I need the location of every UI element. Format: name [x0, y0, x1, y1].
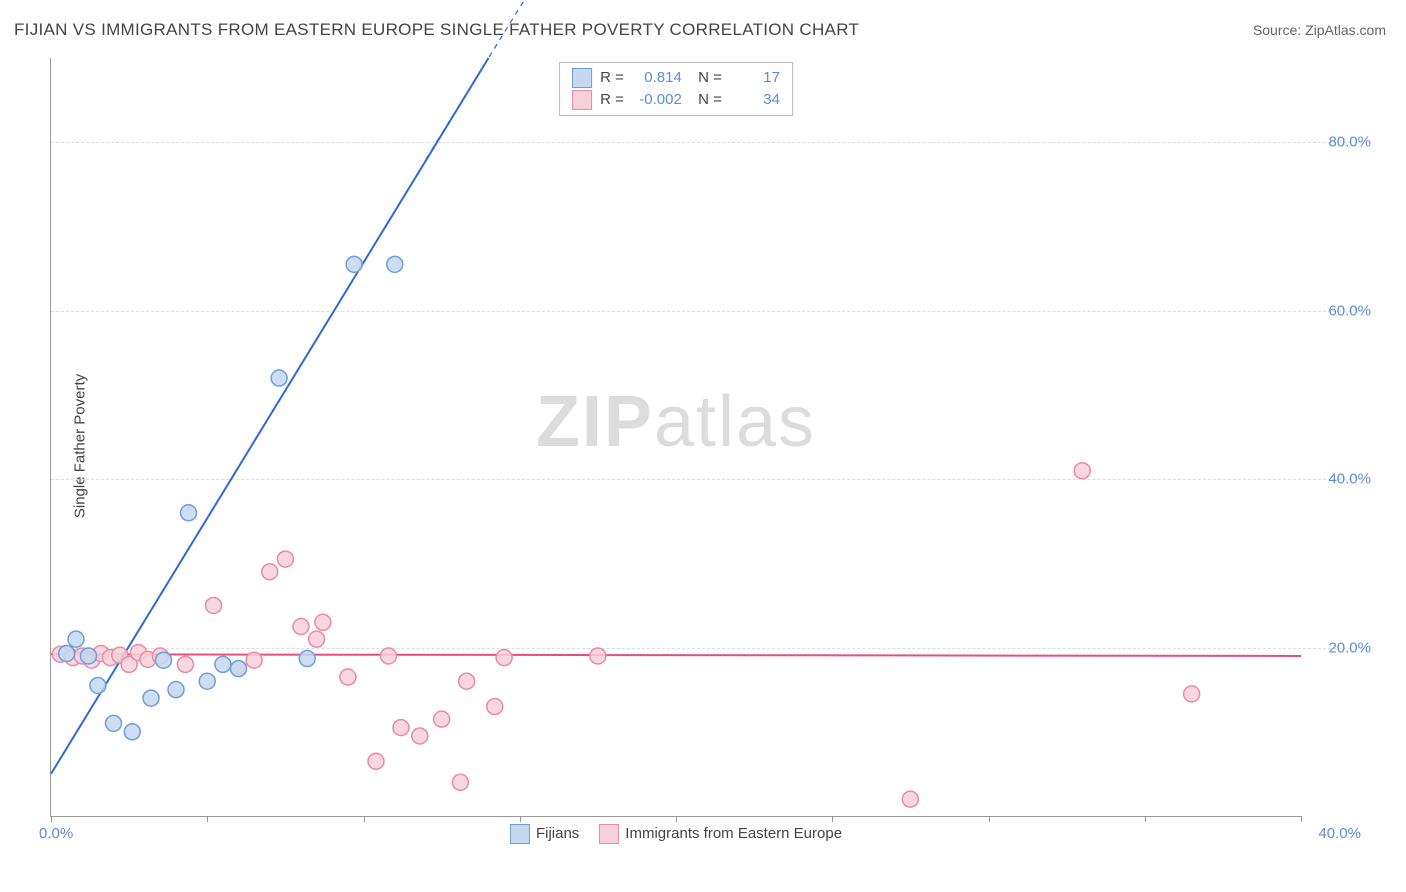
scatter-point — [231, 661, 247, 677]
scatter-point — [309, 631, 325, 647]
scatter-point — [293, 619, 309, 635]
scatter-point — [412, 728, 428, 744]
scatter-point — [181, 505, 197, 521]
scatter-point — [124, 724, 140, 740]
scatter-point — [106, 715, 122, 731]
stats-swatch-1 — [572, 90, 592, 110]
stats-r-label: R = — [600, 67, 624, 89]
scatter-point — [168, 682, 184, 698]
x-tick — [1301, 816, 1302, 822]
scatter-point — [496, 650, 512, 666]
x-tick — [207, 816, 208, 822]
chart-plot-area: ZIPatlas 20.0%40.0%60.0%80.0% 0.0% 40.0%… — [50, 58, 1301, 817]
x-tick — [1145, 816, 1146, 822]
x-tick — [364, 816, 365, 822]
scatter-point — [143, 690, 159, 706]
stats-legend-row-1: R = -0.002 N = 34 — [572, 89, 780, 111]
x-tick — [676, 816, 677, 822]
y-tick-label: 20.0% — [1328, 639, 1371, 656]
stats-legend-row-0: R = 0.814 N = 17 — [572, 67, 780, 89]
scatter-point — [156, 652, 172, 668]
scatter-point — [215, 656, 231, 672]
scatter-point — [262, 564, 278, 580]
y-tick-label: 80.0% — [1328, 134, 1371, 151]
scatter-point — [68, 631, 84, 647]
x-tick — [51, 816, 52, 822]
scatter-point — [315, 614, 331, 630]
x-tick — [832, 816, 833, 822]
scatter-point — [206, 597, 222, 613]
scatter-point — [434, 711, 450, 727]
scatter-point — [590, 648, 606, 664]
stats-n-value-1: 34 — [730, 89, 780, 111]
scatter-point — [246, 652, 262, 668]
scatter-point — [340, 669, 356, 685]
legend-swatch-0 — [510, 824, 530, 844]
scatter-point — [1184, 686, 1200, 702]
trend-line — [51, 654, 1301, 656]
scatter-point — [90, 677, 106, 693]
scatter-point — [902, 791, 918, 807]
legend-item-0: Fijians — [510, 824, 579, 844]
scatter-point — [381, 648, 397, 664]
y-tick-label: 40.0% — [1328, 471, 1371, 488]
scatter-point — [81, 648, 97, 664]
scatter-point — [368, 753, 384, 769]
scatter-point — [393, 720, 409, 736]
x-axis-max-label: 40.0% — [1318, 825, 1361, 842]
chart-svg — [51, 58, 1301, 816]
stats-r-value-1: -0.002 — [632, 89, 682, 111]
series-legend: Fijians Immigrants from Eastern Europe — [510, 824, 842, 844]
scatter-point — [177, 656, 193, 672]
stats-n-value-0: 17 — [730, 67, 780, 89]
y-tick-label: 60.0% — [1328, 302, 1371, 319]
scatter-point — [452, 774, 468, 790]
legend-label-0: Fijians — [536, 825, 579, 842]
scatter-point — [59, 645, 75, 661]
legend-swatch-1 — [599, 824, 619, 844]
stats-n-label: N = — [690, 89, 722, 111]
legend-item-1: Immigrants from Eastern Europe — [599, 824, 842, 844]
source-attribution: Source: ZipAtlas.com — [1253, 22, 1386, 38]
chart-title: FIJIAN VS IMMIGRANTS FROM EASTERN EUROPE… — [14, 20, 859, 40]
x-tick — [989, 816, 990, 822]
scatter-point — [199, 673, 215, 689]
x-tick — [520, 816, 521, 822]
scatter-point — [277, 551, 293, 567]
stats-swatch-0 — [572, 68, 592, 88]
scatter-point — [346, 256, 362, 272]
stats-legend: R = 0.814 N = 17 R = -0.002 N = 34 — [559, 62, 793, 116]
scatter-point — [487, 699, 503, 715]
legend-label-1: Immigrants from Eastern Europe — [625, 825, 842, 842]
stats-n-label: N = — [690, 67, 722, 89]
scatter-point — [459, 673, 475, 689]
trend-line — [51, 58, 489, 774]
scatter-point — [1074, 463, 1090, 479]
scatter-point — [299, 651, 315, 667]
stats-r-value-0: 0.814 — [632, 67, 682, 89]
scatter-point — [271, 370, 287, 386]
scatter-point — [387, 256, 403, 272]
stats-r-label: R = — [600, 89, 624, 111]
x-axis-min-label: 0.0% — [39, 825, 73, 842]
